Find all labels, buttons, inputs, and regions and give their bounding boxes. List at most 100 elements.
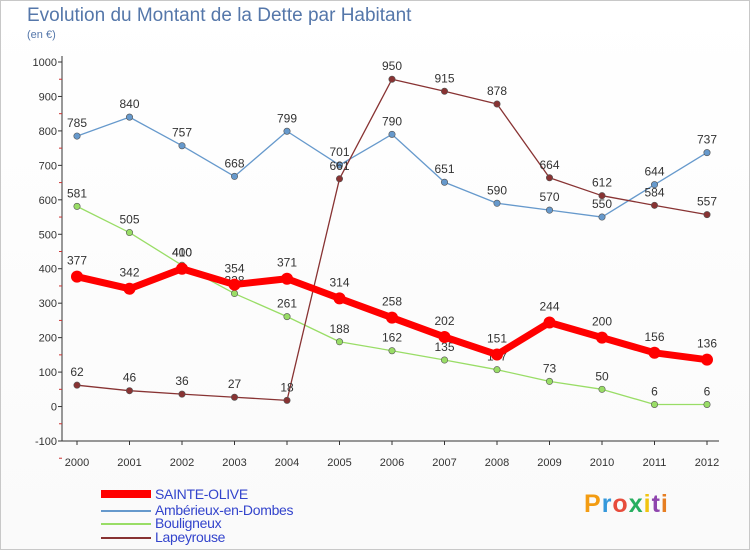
x-tick-label: 2004 bbox=[275, 457, 299, 469]
logo-letter: t bbox=[651, 490, 661, 518]
data-label: 62 bbox=[70, 365, 84, 379]
data-point bbox=[648, 346, 661, 359]
data-label: 840 bbox=[119, 97, 139, 111]
x-tick-label: 2008 bbox=[485, 457, 509, 469]
data-label: 36 bbox=[175, 374, 189, 388]
data-label: 664 bbox=[539, 158, 559, 172]
data-point bbox=[71, 270, 83, 283]
data-point bbox=[703, 149, 711, 157]
data-point bbox=[598, 385, 606, 393]
data-label: 950 bbox=[382, 59, 402, 73]
y-tick-label: 600 bbox=[39, 195, 57, 207]
data-point bbox=[231, 172, 239, 180]
data-point bbox=[335, 338, 343, 346]
data-label: 785 bbox=[67, 116, 87, 130]
data-point bbox=[543, 316, 556, 329]
data-point bbox=[703, 400, 711, 408]
data-label: 584 bbox=[644, 185, 664, 199]
data-label: 878 bbox=[487, 84, 507, 98]
data-label: 737 bbox=[697, 133, 717, 147]
y-tick-label: 900 bbox=[39, 91, 57, 103]
data-point bbox=[73, 132, 81, 140]
data-label: 505 bbox=[119, 213, 139, 227]
data-label: 244 bbox=[539, 299, 559, 313]
legend-label: SAINTE-OLIVE bbox=[155, 486, 248, 502]
data-label: 757 bbox=[172, 126, 192, 140]
data-point bbox=[73, 202, 81, 210]
data-label: 151 bbox=[487, 332, 507, 346]
data-label: 668 bbox=[224, 156, 244, 170]
legend-label: Lapeyrouse bbox=[155, 529, 226, 545]
data-label: 342 bbox=[119, 266, 139, 280]
logo-letter: r bbox=[601, 490, 613, 518]
x-tick-label: 2003 bbox=[222, 457, 246, 469]
data-point bbox=[335, 161, 343, 169]
x-tick-label: 2000 bbox=[65, 457, 89, 469]
y-tick-label: 400 bbox=[39, 264, 57, 276]
data-point bbox=[73, 381, 81, 389]
x-tick-label: 2001 bbox=[117, 457, 141, 469]
data-point bbox=[176, 262, 188, 275]
data-label: 200 bbox=[592, 315, 612, 329]
data-label: 799 bbox=[277, 111, 297, 125]
legend-swatch bbox=[101, 490, 151, 498]
logo-letter: P bbox=[584, 490, 602, 518]
data-point bbox=[126, 229, 134, 237]
data-point bbox=[123, 282, 136, 295]
data-point bbox=[545, 206, 553, 214]
legend-label: Bouligneux bbox=[155, 515, 222, 531]
data-point bbox=[231, 393, 239, 401]
x-tick-label: 2010 bbox=[590, 457, 614, 469]
data-point bbox=[650, 400, 658, 408]
data-point bbox=[388, 75, 396, 83]
data-point bbox=[228, 278, 241, 291]
data-label: 27 bbox=[228, 377, 242, 391]
data-label: 377 bbox=[67, 254, 87, 268]
logo-letter: i bbox=[643, 490, 652, 518]
data-point bbox=[493, 199, 501, 207]
data-label: 162 bbox=[382, 331, 402, 345]
logo-letter: o bbox=[612, 490, 629, 518]
data-point bbox=[438, 330, 451, 343]
data-label: 136 bbox=[697, 337, 717, 351]
data-label: 557 bbox=[697, 195, 717, 209]
data-label: 156 bbox=[644, 330, 664, 344]
data-label: 550 bbox=[592, 197, 612, 211]
data-point bbox=[650, 181, 658, 189]
data-label: 590 bbox=[487, 183, 507, 197]
chart-subtitle: (en €) bbox=[27, 29, 56, 41]
legend-swatch bbox=[101, 510, 151, 512]
x-tick-label: 2006 bbox=[380, 457, 404, 469]
y-tick-label: 0 bbox=[51, 402, 57, 414]
y-tick-label: -100 bbox=[35, 436, 57, 448]
data-label: 258 bbox=[382, 295, 402, 309]
data-label: 314 bbox=[329, 275, 349, 289]
proxiti-logo: Proxiti bbox=[584, 490, 669, 519]
y-tick-label: 1000 bbox=[33, 57, 57, 69]
x-tick-label: 2005 bbox=[327, 457, 351, 469]
legend-label: Ambérieux-en-Dombes bbox=[155, 502, 294, 518]
data-label: 73 bbox=[543, 361, 557, 375]
data-point bbox=[493, 100, 501, 108]
data-label: 400 bbox=[172, 246, 192, 260]
data-point bbox=[701, 353, 713, 366]
data-point bbox=[596, 331, 608, 344]
data-label: 661 bbox=[329, 159, 349, 173]
data-point bbox=[283, 313, 291, 321]
data-point bbox=[178, 390, 186, 398]
data-point bbox=[126, 113, 134, 121]
data-label: 261 bbox=[277, 297, 297, 311]
data-point bbox=[598, 192, 606, 200]
x-tick-label: 2012 bbox=[695, 457, 719, 469]
data-label: 46 bbox=[123, 371, 137, 385]
data-label: 570 bbox=[539, 190, 559, 204]
data-point bbox=[388, 347, 396, 355]
data-point bbox=[335, 175, 343, 183]
x-tick-label: 2002 bbox=[170, 457, 194, 469]
data-label: 135 bbox=[434, 340, 454, 354]
data-label: 651 bbox=[434, 162, 454, 176]
logo-letter: i bbox=[660, 490, 669, 518]
data-point bbox=[598, 213, 606, 221]
